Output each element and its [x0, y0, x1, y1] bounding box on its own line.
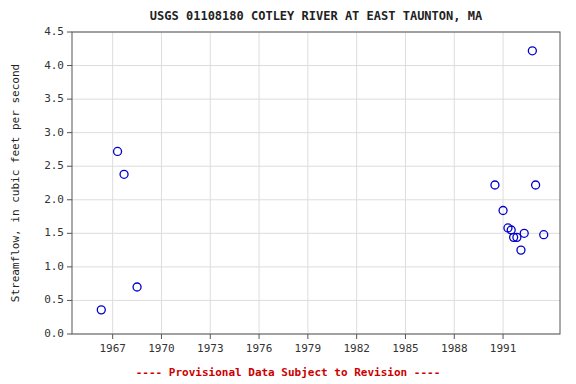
tick-mark [67, 199, 72, 200]
tick-mark [112, 334, 113, 339]
tick-label: 1976 [246, 342, 273, 355]
tick-mark [67, 166, 72, 167]
tick-label: 1985 [392, 342, 419, 355]
grid-line [210, 32, 211, 334]
tick-label: 3.0 [44, 126, 64, 139]
point [97, 306, 105, 314]
tick-label: 1982 [343, 342, 370, 355]
tick-label: 1967 [99, 342, 126, 355]
point [114, 147, 122, 155]
tick-mark [356, 334, 357, 339]
point [532, 181, 540, 189]
point [499, 207, 507, 215]
tick-label: 4.0 [44, 59, 64, 72]
grid-line [161, 32, 162, 334]
tick-mark [67, 65, 72, 66]
axes: 0.0 0.5 1.0 1.5 2.0 2.5 3.0 3.5 4.0 4.5 1967 1970 19… [44, 25, 560, 355]
grid-line [112, 32, 113, 334]
tick-mark [67, 233, 72, 234]
tick-label: 0.5 [44, 293, 64, 306]
chart: 0.0 0.5 1.0 1.5 2.0 2.5 3.0 3.5 4.0 4.5 1967 1970 19… [0, 0, 576, 384]
point [513, 233, 521, 241]
grid-line [72, 199, 560, 200]
tick-mark [67, 32, 72, 33]
tick-label: 2.0 [44, 193, 64, 206]
tick-label: 1970 [148, 342, 175, 355]
grid-line [72, 99, 560, 100]
tick-label: 1.5 [44, 226, 64, 239]
footnote: ---- Provisional Data Subject to Revisio… [136, 366, 441, 379]
tick-mark [67, 99, 72, 100]
tick-mark [67, 300, 72, 301]
tick-label: 1979 [295, 342, 322, 355]
tick-mark [405, 334, 406, 339]
grid-line [259, 32, 260, 334]
point [491, 181, 499, 189]
tick-mark [307, 334, 308, 339]
point [528, 47, 536, 55]
point [520, 229, 528, 237]
grid-line [72, 132, 560, 133]
grid-line [72, 300, 560, 301]
tick-label: 2.5 [44, 159, 64, 172]
plot-frame [72, 32, 560, 334]
tick-mark [454, 334, 455, 339]
point [540, 231, 548, 239]
grid-line [503, 32, 504, 334]
grid-line [72, 65, 560, 66]
grid-line [72, 266, 560, 267]
tick-mark [161, 334, 162, 339]
grid-line [307, 32, 308, 334]
points [97, 47, 547, 314]
tick-label: 1991 [490, 342, 517, 355]
tick-label: 1988 [441, 342, 468, 355]
tick-mark [67, 334, 72, 335]
tick-label: 4.5 [44, 25, 64, 38]
tick-label: 3.5 [44, 92, 64, 105]
grid-line [72, 166, 560, 167]
grid-line [72, 233, 560, 234]
tick-label: 1.0 [44, 260, 64, 273]
grid [72, 32, 560, 334]
tick-label: 0.0 [44, 327, 64, 340]
y-axis-label: Streamflow, in cubic feet per second [9, 64, 22, 302]
tick-mark [503, 334, 504, 339]
grid-line [405, 32, 406, 334]
title: USGS 01108180 COTLEY RIVER AT EAST TAUNT… [150, 9, 483, 23]
tick-mark [259, 334, 260, 339]
point [517, 246, 525, 254]
tick-label: 1973 [197, 342, 224, 355]
grid-line [454, 32, 455, 334]
point [133, 283, 141, 291]
background [0, 0, 576, 384]
tick-mark [67, 266, 72, 267]
point [120, 170, 128, 178]
tick-mark [210, 334, 211, 339]
grid-line [356, 32, 357, 334]
tick-mark [67, 132, 72, 133]
